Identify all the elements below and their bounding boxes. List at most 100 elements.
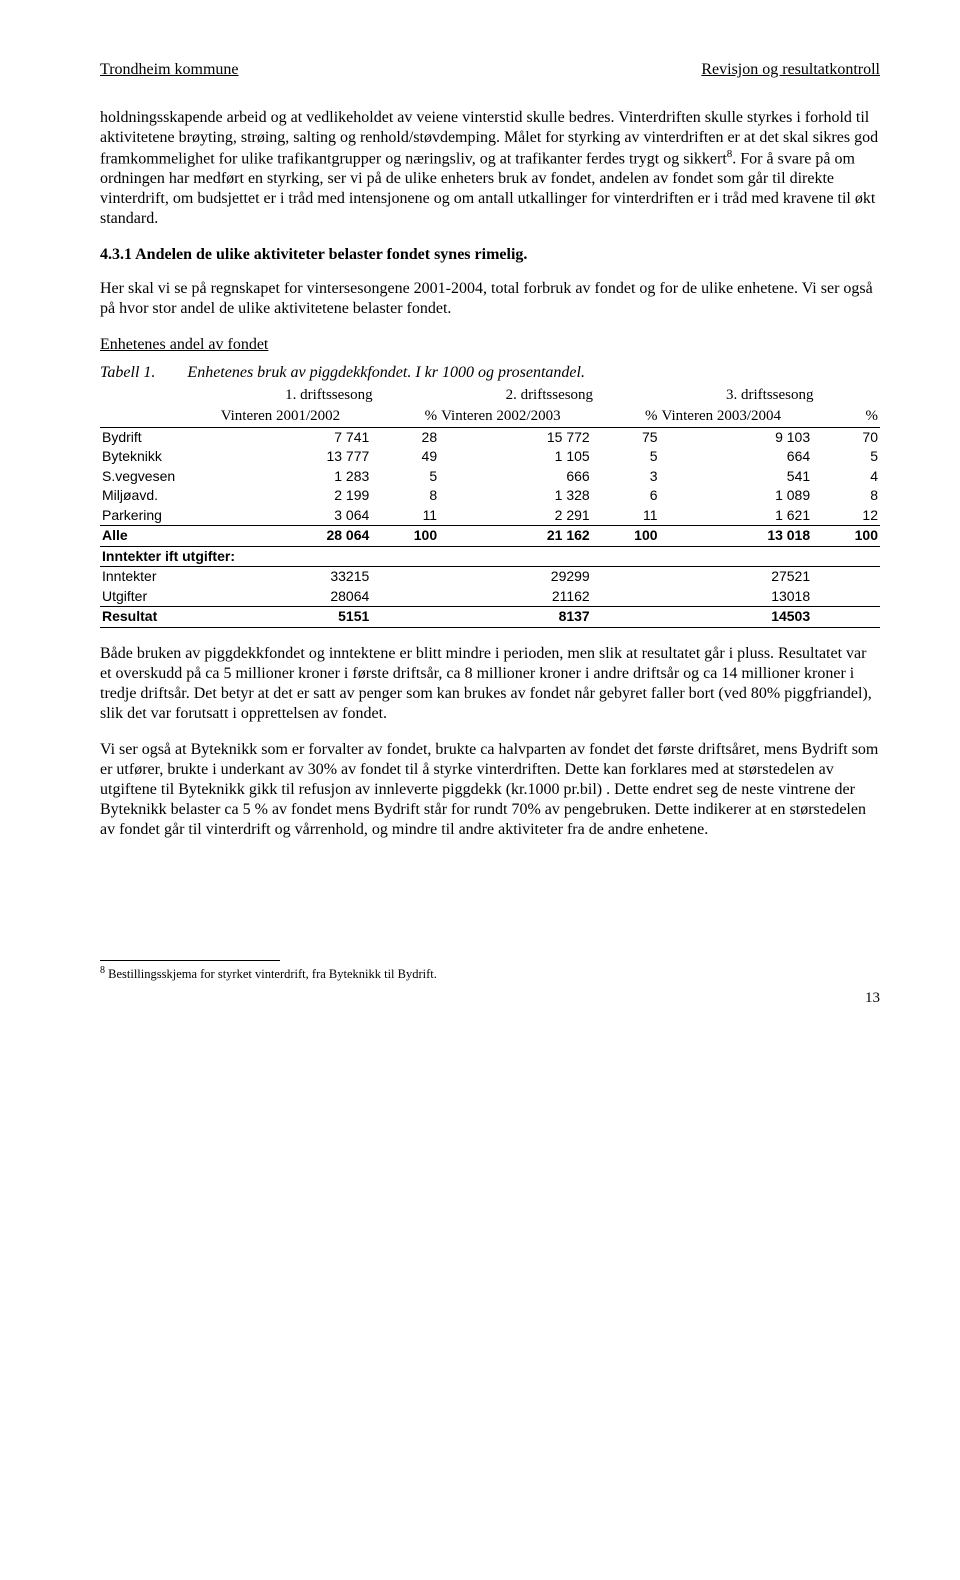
cell: 21162 [439,587,592,607]
table-row: Bydrift 7 741 28 15 772 75 9 103 70 [100,427,880,447]
table-row: Parkering 3 064 11 2 291 11 1 621 12 [100,506,880,526]
cell-label: Resultat [100,607,219,628]
cell: 13 777 [219,447,372,467]
table-row-total: Alle 28 064 100 21 162 100 13 018 100 [100,526,880,547]
cell: 100 [812,526,880,547]
cell: 28 064 [219,526,372,547]
cell [371,587,439,607]
cell-label: S.vegvesen [100,467,219,487]
cell-section-label: Inntekter ift utgifter: [100,546,880,567]
cell: 1 283 [219,467,372,487]
table-section-label: Inntekter ift utgifter: [100,546,880,567]
cell: 541 [660,467,813,487]
cell: 14503 [660,607,813,628]
cell-label: Bydrift [100,427,219,447]
cell: 9 103 [660,427,813,447]
cell: 29299 [439,567,592,587]
th-winter-2: Vinteren 2002/2003 [439,406,592,427]
cell: 27521 [660,567,813,587]
page-header: Trondheim kommune Revisjon og resultatko… [100,60,880,80]
cell: 13 018 [660,526,813,547]
cell: 2 291 [439,506,592,526]
table-row: Utgifter 28064 21162 13018 [100,587,880,607]
table-header-row-1: 1. driftssesong 2. driftssesong 3. drift… [100,385,880,406]
subheading-enhetenes: Enhetenes andel av fondet [100,335,880,355]
cell: 8 [371,486,439,506]
cell: 5 [592,447,660,467]
cell: 1 621 [660,506,813,526]
cell-label: Parkering [100,506,219,526]
cell: 3 [592,467,660,487]
footnote-8: 8 Bestillingsskjema for styrket vinterdr… [100,965,880,983]
cell: 664 [660,447,813,467]
cell: 5 [371,467,439,487]
cell-label: Utgifter [100,587,219,607]
paragraph-3: Både bruken av piggdekkfondet og inntekt… [100,644,880,724]
cell: 70 [812,427,880,447]
cell [812,567,880,587]
cell [812,607,880,628]
cell: 28064 [219,587,372,607]
table-row: S.vegvesen 1 283 5 666 3 541 4 [100,467,880,487]
th-pct-2: % [592,406,660,427]
footnote-separator [100,960,280,961]
cell: 7 741 [219,427,372,447]
cell: 3 064 [219,506,372,526]
cell: 11 [592,506,660,526]
th-season-2: 2. driftssesong [439,385,659,406]
table-row: Inntekter 33215 29299 27521 [100,567,880,587]
cell: 6 [592,486,660,506]
table-header-row-2: Vinteren 2001/2002 % Vinteren 2002/2003 … [100,406,880,427]
cell-label: Inntekter [100,567,219,587]
cell: 8137 [439,607,592,628]
cell: 28 [371,427,439,447]
th-pct-3: % [812,406,880,427]
heading-4-3-1: 4.3.1 Andelen de ulike aktiviteter belas… [100,245,880,265]
page-number: 13 [100,989,880,1008]
cell: 1 328 [439,486,592,506]
cell [371,567,439,587]
cell: 8 [812,486,880,506]
paragraph-4: Vi ser også at Byteknikk som er forvalte… [100,740,880,840]
table-piggdekkfondet: 1. driftssesong 2. driftssesong 3. drift… [100,385,880,628]
cell [371,607,439,628]
th-season-1: 1. driftssesong [219,385,439,406]
cell: 11 [371,506,439,526]
cell: 1 089 [660,486,813,506]
cell [592,607,660,628]
cell-label: Miljøavd. [100,486,219,506]
table-row: Miljøavd. 2 199 8 1 328 6 1 089 8 [100,486,880,506]
th-pct-1: % [371,406,439,427]
cell: 75 [592,427,660,447]
paragraph-2: Her skal vi se på regnskapet for vinters… [100,279,880,319]
cell: 15 772 [439,427,592,447]
cell [812,587,880,607]
cell: 100 [592,526,660,547]
table-row: Byteknikk 13 777 49 1 105 5 664 5 [100,447,880,467]
cell: 33215 [219,567,372,587]
footnote-text: Bestillingsskjema for styrket vinterdrif… [108,967,437,981]
table-row-result: Resultat 5151 8137 14503 [100,607,880,628]
cell: 13018 [660,587,813,607]
cell-label: Alle [100,526,219,547]
cell: 49 [371,447,439,467]
footnote-num: 8 [100,965,105,976]
cell [592,567,660,587]
th-winter-3: Vinteren 2003/2004 [660,406,813,427]
cell: 100 [371,526,439,547]
paragraph-intro: holdningsskapende arbeid og at vedlikeho… [100,108,880,229]
cell: 4 [812,467,880,487]
cell: 666 [439,467,592,487]
cell [592,587,660,607]
th-winter-1: Vinteren 2001/2002 [219,406,372,427]
table-title: Tabell 1. Enhetenes bruk av piggdekkfond… [100,363,880,383]
table-title-text: Enhetenes bruk av piggdekkfondet. I kr 1… [187,364,585,381]
header-right: Revisjon og resultatkontroll [701,60,880,80]
header-left: Trondheim kommune [100,60,239,80]
table-title-label: Tabell 1. [100,364,155,381]
cell-label: Byteknikk [100,447,219,467]
cell: 5151 [219,607,372,628]
th-season-3: 3. driftssesong [660,385,880,406]
cell: 21 162 [439,526,592,547]
cell: 1 105 [439,447,592,467]
